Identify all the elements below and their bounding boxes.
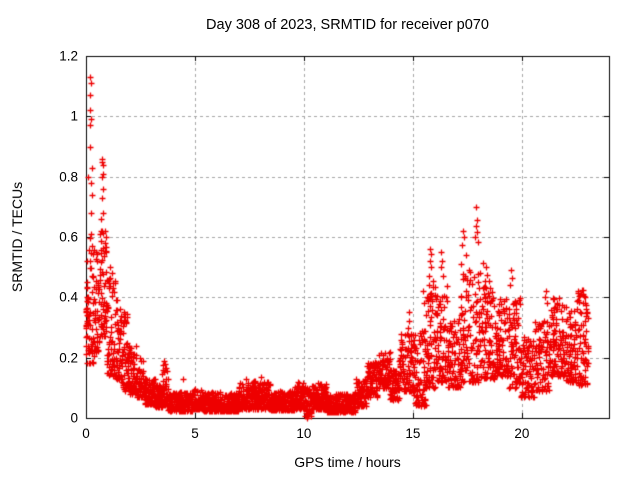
y-axis-label: SRMTID / TECUs (9, 181, 25, 293)
chart-title: Day 308 of 2023, SRMTID for receiver p07… (206, 17, 489, 33)
x-axis-label: GPS time / hours (294, 454, 401, 470)
